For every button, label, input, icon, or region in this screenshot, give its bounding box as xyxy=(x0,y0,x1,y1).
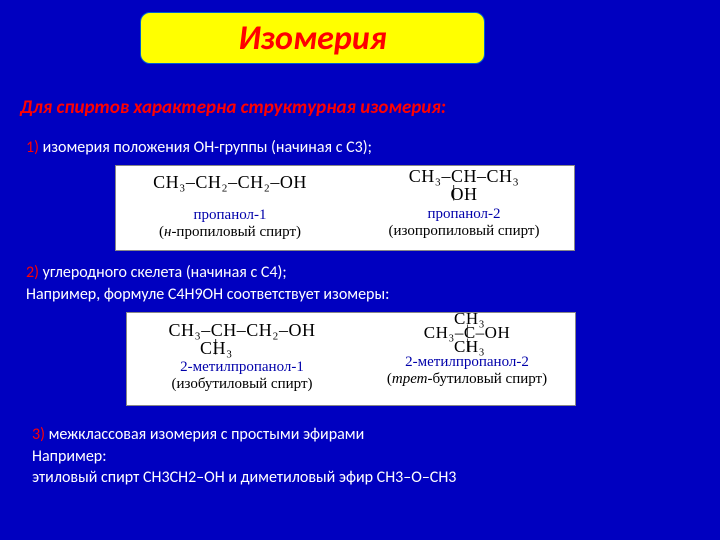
item-2-number: 2) xyxy=(26,263,39,282)
item-2-text: углеродного скелета (начиная с C4); xyxy=(39,263,287,282)
chem1-left-formula: CH₃–CH₂–CH₂–OH xyxy=(130,172,330,193)
item-3-number: 3) xyxy=(32,425,45,444)
chemistry-figure-2: CH₃–CH–CH₂–OH | CH₃ 2-метилпропанол-1 (и… xyxy=(126,312,576,406)
chem2-right-paren: (трет-бутиловый спирт) xyxy=(362,371,572,388)
chem1-left-paren: (н-пропиловый спирт) xyxy=(130,224,330,241)
item-3-text: межклассовая изомерия с простыми эфирами xyxy=(45,425,364,444)
item-1: 1) изомерия положения OH-группы (начиная… xyxy=(26,138,372,157)
title-text: Изомерия xyxy=(238,18,386,59)
chem1-left-name: пропанол-1 xyxy=(130,207,330,224)
chem2-left-name: 2-метилпропанол-1 xyxy=(137,359,347,376)
item-1-text: изомерия положения OH-группы (начиная с … xyxy=(39,138,372,157)
item-3-line2: Например: xyxy=(32,447,106,466)
item-3: 3) межклассовая изомерия с простыми эфир… xyxy=(32,424,456,489)
chem2-right-name: 2-метилпропанол-2 xyxy=(362,354,572,371)
chem1-right-paren: (изопропиловый спирт) xyxy=(364,223,564,240)
chem1-right-formula-bot: OH xyxy=(364,184,564,205)
chem1-right-name: пропанол-2 xyxy=(364,206,564,223)
chem1-right-formula-top: CH₃–CH–CH₃ xyxy=(364,167,564,185)
title-box: Изомерия xyxy=(140,12,485,64)
item-2: 2) углеродного скелета (начиная с C4); Н… xyxy=(26,262,389,305)
chemistry-figure-1: CH₃–CH₂–CH₂–OH пропанол-1 (н-пропиловый … xyxy=(115,165,575,251)
chem2-left-formula-bot: CH₃ xyxy=(137,338,347,359)
subtitle: Для спиртов характерна структурная изоме… xyxy=(20,96,446,119)
item-2-line2: Например, формуле C4H9OH соответствует и… xyxy=(26,285,389,304)
chem2-left-paren: (изобутиловый спирт) xyxy=(137,376,347,393)
chem2-left-formula-top: CH₃–CH–CH₂–OH xyxy=(137,321,347,339)
item-1-number: 1) xyxy=(26,138,39,157)
item-3-line3: этиловый спирт CH3CH2–OH и диметиловый э… xyxy=(32,468,456,487)
